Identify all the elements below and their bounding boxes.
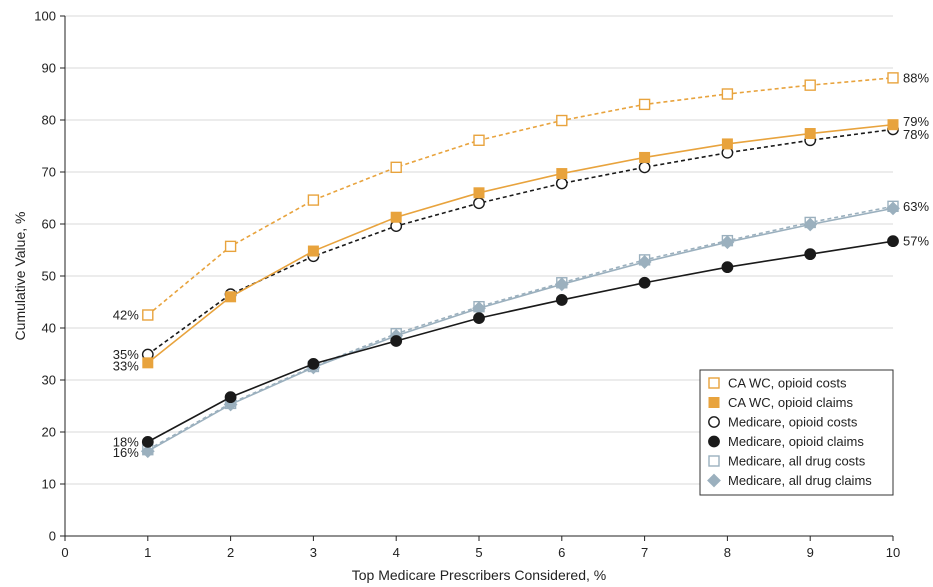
data-point bbox=[805, 80, 815, 90]
end-value-label: 63% bbox=[903, 199, 929, 214]
legend-label: Medicare, opioid claims bbox=[728, 434, 864, 449]
legend-label: Medicare, opioid costs bbox=[728, 415, 858, 430]
legend-marker bbox=[709, 398, 719, 408]
data-point bbox=[308, 195, 318, 205]
x-tick-label: 2 bbox=[227, 545, 234, 560]
x-tick-label: 9 bbox=[807, 545, 814, 560]
legend-label: CA WC, opioid claims bbox=[728, 395, 853, 410]
y-tick-label: 10 bbox=[42, 477, 56, 492]
x-tick-label: 10 bbox=[886, 545, 900, 560]
legend-marker bbox=[709, 417, 719, 427]
x-axis-title: Top Medicare Prescribers Considered, % bbox=[352, 567, 606, 583]
data-point bbox=[722, 139, 732, 149]
data-point bbox=[474, 198, 484, 208]
data-point bbox=[474, 188, 484, 198]
start-value-label: 42% bbox=[113, 308, 139, 323]
start-value-label: 16% bbox=[113, 445, 139, 460]
x-tick-label: 6 bbox=[558, 545, 565, 560]
data-point bbox=[308, 358, 319, 369]
data-point bbox=[557, 169, 567, 179]
data-point bbox=[888, 73, 898, 83]
x-tick-label: 0 bbox=[61, 545, 68, 560]
data-point bbox=[722, 262, 733, 273]
data-point bbox=[225, 392, 236, 403]
legend: CA WC, opioid costs CA WC, opioid claims M… bbox=[700, 370, 893, 495]
x-tick-label: 3 bbox=[310, 545, 317, 560]
data-point bbox=[557, 116, 567, 126]
data-point bbox=[143, 310, 153, 320]
data-point bbox=[391, 162, 401, 172]
legend-label: Medicare, all drug costs bbox=[728, 454, 866, 469]
data-point bbox=[640, 99, 650, 109]
legend-marker bbox=[709, 436, 720, 447]
y-axis-title: Cumulative Value, % bbox=[12, 212, 28, 341]
data-point bbox=[142, 436, 153, 447]
data-point bbox=[557, 178, 567, 188]
data-point bbox=[226, 241, 236, 251]
legend-item: Medicare, all drug claims bbox=[708, 473, 872, 488]
data-point bbox=[805, 249, 816, 260]
data-point bbox=[308, 246, 318, 256]
x-tick-label: 7 bbox=[641, 545, 648, 560]
end-value-label: 57% bbox=[903, 234, 929, 249]
data-point bbox=[474, 135, 484, 145]
data-point bbox=[226, 292, 236, 302]
legend-item: Medicare, all drug costs bbox=[709, 454, 866, 469]
data-point bbox=[639, 162, 649, 172]
end-value-label: 88% bbox=[903, 70, 929, 85]
series-line bbox=[148, 78, 893, 315]
series-line bbox=[148, 129, 893, 354]
series-line bbox=[148, 125, 893, 363]
y-tick-label: 70 bbox=[42, 165, 56, 180]
y-tick-label: 90 bbox=[42, 61, 56, 76]
legend-marker bbox=[709, 378, 719, 388]
y-tick-label: 100 bbox=[34, 9, 56, 24]
y-tick-label: 50 bbox=[42, 269, 56, 284]
data-point bbox=[391, 212, 401, 222]
end-value-label: 78% bbox=[903, 127, 929, 142]
y-tick-label: 30 bbox=[42, 373, 56, 388]
legend-item: Medicare, opioid claims bbox=[709, 434, 865, 449]
data-point bbox=[391, 336, 402, 347]
legend-item: CA WC, opioid costs bbox=[709, 376, 847, 391]
x-tick-label: 8 bbox=[724, 545, 731, 560]
data-point bbox=[474, 313, 485, 324]
data-point bbox=[143, 358, 153, 368]
legend-label: Medicare, all drug claims bbox=[728, 473, 872, 488]
x-tick-label: 5 bbox=[475, 545, 482, 560]
legend-item: Medicare, opioid costs bbox=[709, 415, 858, 430]
data-point bbox=[805, 129, 815, 139]
x-tick-label: 1 bbox=[144, 545, 151, 560]
data-point bbox=[888, 236, 899, 247]
x-tick-label: 4 bbox=[393, 545, 400, 560]
start-value-label: 33% bbox=[113, 358, 139, 373]
series-ca-wc-opioid-claims bbox=[143, 120, 898, 368]
legend-label: CA WC, opioid costs bbox=[728, 376, 847, 391]
series-medicare-opioid-costs bbox=[143, 124, 899, 360]
y-tick-label: 40 bbox=[42, 321, 56, 336]
data-point bbox=[722, 89, 732, 99]
data-point bbox=[640, 152, 650, 162]
data-point bbox=[556, 295, 567, 306]
data-point bbox=[888, 120, 898, 130]
data-point bbox=[639, 277, 650, 288]
y-tick-label: 80 bbox=[42, 113, 56, 128]
y-tick-label: 20 bbox=[42, 425, 56, 440]
y-tick-label: 0 bbox=[49, 529, 56, 544]
legend-item: CA WC, opioid claims bbox=[709, 395, 853, 410]
legend-marker bbox=[709, 456, 719, 466]
y-tick-label: 60 bbox=[42, 217, 56, 232]
